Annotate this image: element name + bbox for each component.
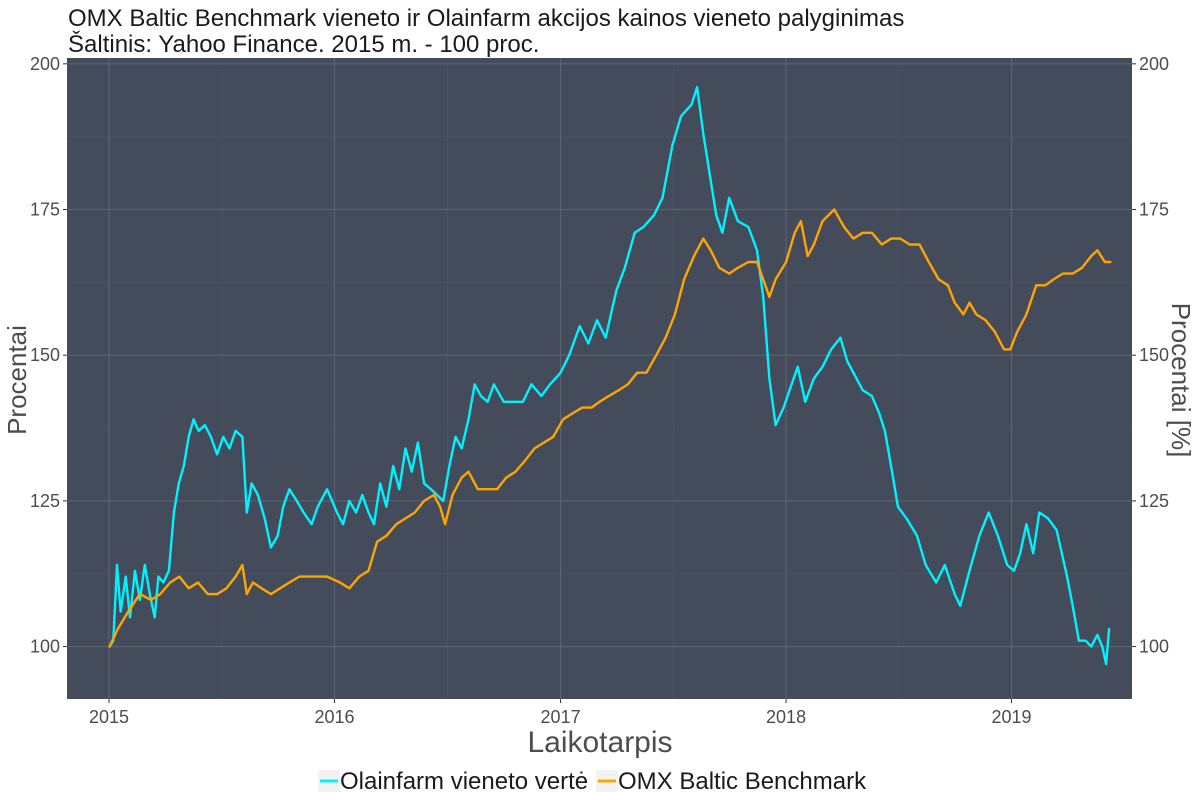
y-tick-label-left: 150 [30,345,60,365]
series-layer [108,85,1112,666]
legend-label-omx: OMX Baltic Benchmark [618,768,867,795]
y-tick-label-right: 150 [1139,345,1169,365]
plot-panel [67,58,1132,699]
x-axis-title: Laikotarpis [527,726,672,759]
y-tick-label-right: 100 [1139,637,1169,657]
minor-gridlines [67,58,1132,699]
legend: Olainfarm vieneto vertė OMX Baltic Bench… [318,768,867,795]
x-tick-label: 2015 [89,707,129,727]
y-tick-label-right: 175 [1139,200,1169,220]
y-axis-left: 100 125 150 175 200 [30,54,67,657]
x-tick-label: 2018 [766,707,806,727]
legend-label-olainfarm: Olainfarm vieneto vertė [340,768,588,795]
major-gridlines [67,58,1132,699]
y-tick-label-right: 125 [1139,491,1169,511]
x-tick-label: 2016 [314,707,354,727]
x-tick-label: 2017 [541,707,581,727]
y-axis-title-right: Procentai [%] [1166,303,1196,458]
x-axis: 2015 2016 2017 2018 2019 [89,699,1032,727]
y-tick-label-left: 125 [30,491,60,511]
x-tick-label: 2019 [992,707,1032,727]
y-axis-title-left: Procentai [2,325,32,435]
chart-title: OMX Baltic Benchmark vieneto ir Olainfar… [68,5,904,32]
chart-subtitle: Šaltinis: Yahoo Finance. 2015 m. - 100 p… [68,30,539,58]
y-tick-label-right: 200 [1139,54,1169,74]
y-axis-right: 100 125 150 175 200 [1132,54,1169,657]
y-tick-label-left: 175 [30,200,60,220]
series-line-omx [108,208,1112,648]
y-tick-label-left: 100 [30,637,60,657]
y-tick-label-left: 200 [30,54,60,74]
series-line-olainfarm [108,85,1111,666]
